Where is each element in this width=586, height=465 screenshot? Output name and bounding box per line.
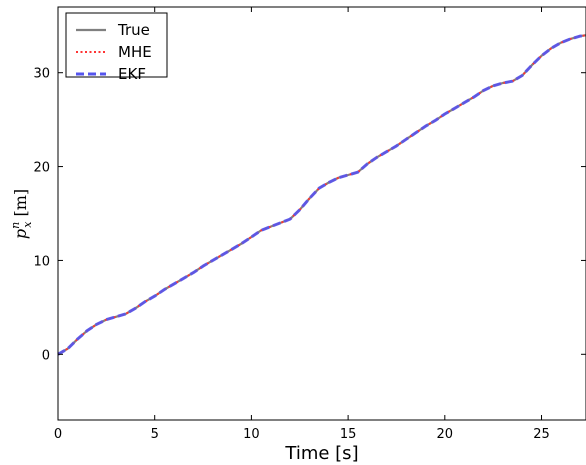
y-tick-label: 10 <box>33 254 50 269</box>
y-axis-label: pnx [m] <box>9 189 34 239</box>
axes-layer: 0 5 10 15 20 25 0 10 20 30 <box>33 6 586 442</box>
x-tick-label: 10 <box>243 427 260 442</box>
legend-label-mhe: MHE <box>118 43 152 61</box>
x-axis-label: Time [s] <box>284 443 358 464</box>
y-axis-label-superscript: n <box>9 222 22 229</box>
y-tick-label: 30 <box>33 67 50 82</box>
series-line-ekf <box>57 33 586 356</box>
svg-text:pnx[m]: pnx [m] <box>9 189 34 239</box>
legend-box <box>65 12 168 78</box>
series-layer <box>57 33 586 356</box>
x-tick-label: 5 <box>151 427 159 442</box>
legend-label-ekf: EKF <box>118 65 146 83</box>
x-tick-label: 25 <box>533 427 550 442</box>
y-tick-label: 0 <box>42 348 50 363</box>
y-axis-label-subscript: x <box>21 221 34 228</box>
x-tick-label: 15 <box>340 427 357 442</box>
series-line-mhe <box>57 34 586 356</box>
x-tick-label: 20 <box>437 427 454 442</box>
y-tick-label: 20 <box>33 161 50 176</box>
x-tick-label: 0 <box>54 427 62 442</box>
y-axis-label-unit: [m] <box>11 189 30 217</box>
plot-frame <box>57 6 586 421</box>
legend: True MHE EKF <box>65 12 168 83</box>
y-axis-label-symbol: p <box>11 229 30 239</box>
legend-label-true: True <box>117 21 150 39</box>
